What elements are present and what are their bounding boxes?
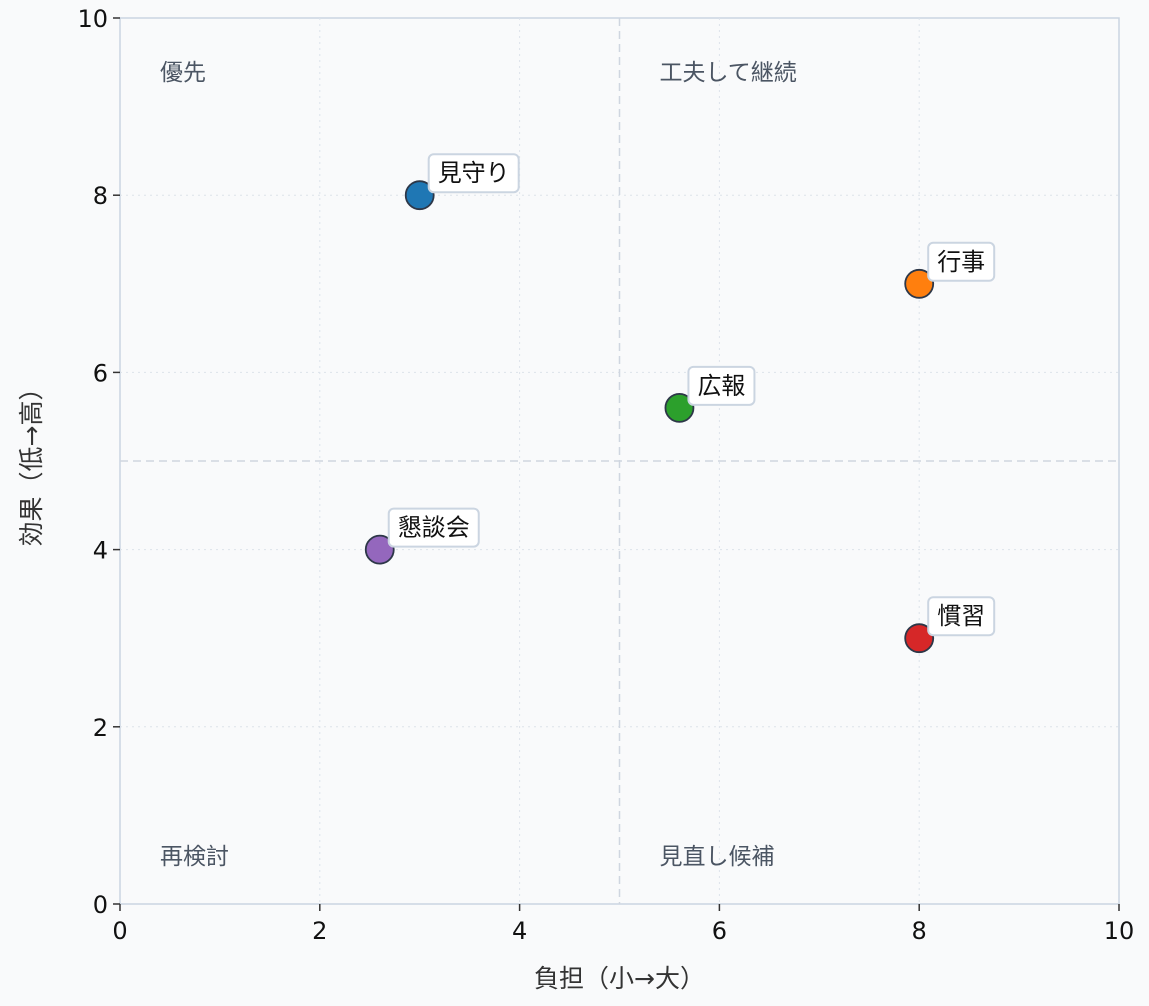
data-point-group: 慣習	[904, 596, 996, 654]
x-tick-label: 10	[1104, 917, 1135, 945]
y-tick-label: 4	[93, 537, 108, 565]
data-point-group: 懇談会	[364, 507, 480, 565]
x-tick-label: 2	[312, 917, 327, 945]
data-point-label-box	[427, 153, 520, 194]
data-point-label-box	[687, 365, 756, 406]
y-tick-label: 2	[93, 714, 108, 742]
y-tick-label: 10	[77, 5, 108, 33]
data-point-label: 懇談会	[398, 514, 470, 542]
data-point-group: 行事	[904, 241, 996, 299]
x-tick-label: 4	[512, 917, 527, 945]
y-axis-ticks: 0 2 4 6 8 10	[77, 5, 120, 919]
x-tick-label: 8	[912, 917, 927, 945]
data-point-label-box	[927, 241, 996, 282]
data-point-marker	[904, 623, 935, 654]
x-axis-title: 負担（小→大）	[534, 964, 705, 993]
data-point-marker	[664, 392, 695, 423]
data-point-marker	[404, 180, 435, 211]
quadrant-label-bottom-right: 見直し候補	[659, 844, 774, 870]
quadrant-label-top-left: 優先	[160, 60, 206, 86]
data-point-group: 見守り	[404, 153, 520, 211]
y-tick-label: 8	[93, 182, 108, 210]
x-tick-label: 6	[712, 917, 727, 945]
data-point-label: 見守り	[438, 159, 510, 187]
quadrant-label-top-right: 工夫して継続	[659, 60, 796, 86]
quadrant-label-bottom-left: 再検討	[160, 844, 229, 870]
data-point-marker	[364, 534, 395, 565]
y-tick-label: 6	[93, 359, 108, 387]
x-tick-label: 0	[112, 917, 127, 945]
data-point-label: 慣習	[937, 602, 985, 630]
data-point-label: 広報	[697, 372, 745, 400]
data-point-label: 行事	[937, 248, 985, 276]
x-axis-ticks: 0 2 4 6 8 10	[112, 904, 1134, 945]
data-point-marker	[904, 268, 935, 299]
data-point-label-box	[927, 596, 996, 637]
data-point-label-box	[387, 507, 480, 548]
quadrant-dividers	[120, 18, 1119, 904]
y-tick-label: 0	[93, 891, 108, 919]
data-point-group: 広報	[664, 365, 756, 423]
y-axis-title: 効果（低→高）	[17, 376, 46, 547]
